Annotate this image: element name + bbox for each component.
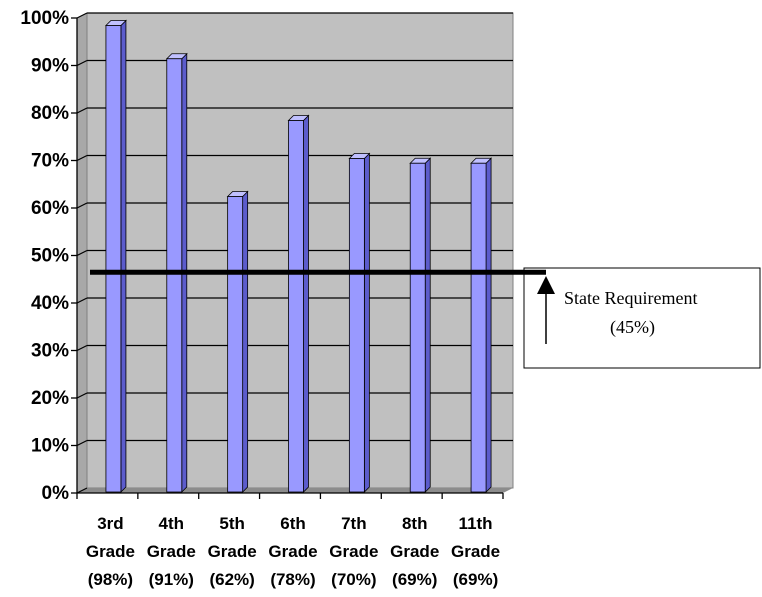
y-tick-label: 60%: [31, 198, 69, 219]
gridline-wall: [76, 12, 88, 19]
bar-side: [424, 157, 431, 493]
y-tick-label: 80%: [31, 103, 69, 124]
bar-side: [120, 19, 127, 493]
x-tick-label: Grade: [390, 542, 439, 561]
x-tick-label: 3rd: [97, 514, 123, 533]
gridline-wall: [76, 154, 88, 162]
gridline-wall: [76, 344, 88, 352]
gridline-wall: [76, 439, 88, 447]
x-tick-labels: 3rd Grade (98%) 4th Grade (91%) 5th Grade (62%) 6…: [86, 514, 500, 589]
bar-side: [485, 157, 492, 493]
x-tick-label: (91%): [149, 570, 194, 589]
y-tick-label: 50%: [31, 246, 69, 267]
x-tick-label: (98%): [88, 570, 133, 589]
bar-front: [288, 120, 304, 493]
gridline-wall: [76, 249, 88, 257]
bar-front: [348, 158, 365, 493]
x-tick-label: 6th: [280, 514, 306, 533]
bar: [104, 19, 127, 493]
up-arrow-icon: [537, 276, 555, 294]
y-tick-label: 20%: [31, 388, 69, 409]
bar-front: [105, 25, 122, 493]
x-tick-label: (69%): [453, 570, 498, 589]
y-tick-labels: 0% 10% 20% 30% 40% 50% 60% 70% 80% 90% 100%: [20, 8, 69, 504]
x-tick-label: 5th: [219, 514, 245, 533]
y-tick-label: 30%: [31, 341, 69, 362]
x-tick-label: (69%): [392, 570, 437, 589]
x-tick-label: Grade: [208, 542, 257, 561]
bar-front: [470, 162, 487, 493]
gridline-wall: [76, 107, 88, 114]
annotation-box: State Requirement (45%): [523, 267, 761, 369]
y-tick-label: 100%: [20, 8, 69, 29]
x-tick-label: Grade: [86, 542, 135, 561]
annotation-line-1: State Requirement: [564, 288, 697, 308]
bars: [104, 19, 493, 493]
annotation-line-2: (45%): [610, 317, 655, 338]
bar-front: [227, 196, 244, 493]
gridline-wall: [76, 487, 88, 494]
y-tick-label: 70%: [31, 151, 69, 172]
gridline-wall: [76, 59, 88, 67]
bar-side: [363, 152, 370, 493]
x-tick-label: 8th: [402, 514, 428, 533]
x-tick-label: Grade: [268, 542, 317, 561]
bar-side: [242, 190, 249, 493]
y-tick-label: 0%: [42, 483, 70, 504]
x-tick-label: (62%): [209, 570, 254, 589]
bar: [348, 152, 371, 493]
x-tick-label: 4th: [159, 514, 185, 533]
bar-side: [303, 114, 309, 493]
y-tick-label: 90%: [31, 56, 69, 77]
bar: [226, 190, 249, 493]
gridline-wall: [76, 392, 88, 399]
axes: [71, 17, 504, 499]
x-tick-label: (70%): [331, 570, 376, 589]
gridline-wall: [76, 202, 88, 209]
bar-front: [409, 162, 426, 493]
y-tick-label: 10%: [31, 436, 69, 457]
y-tick-label: 40%: [31, 293, 69, 314]
x-tick-label: (78%): [270, 570, 315, 589]
x-tick-label: Grade: [329, 542, 378, 561]
bar: [470, 157, 493, 493]
x-tick-label: 7th: [341, 514, 367, 533]
x-tick-label: 11th: [459, 514, 493, 533]
annotation-border: [523, 267, 761, 369]
bar: [409, 157, 432, 493]
bar: [287, 114, 310, 493]
gridline-wall: [76, 297, 88, 304]
x-tick-label: Grade: [451, 542, 500, 561]
x-tick-label: Grade: [147, 542, 196, 561]
bar-front: [166, 58, 183, 493]
